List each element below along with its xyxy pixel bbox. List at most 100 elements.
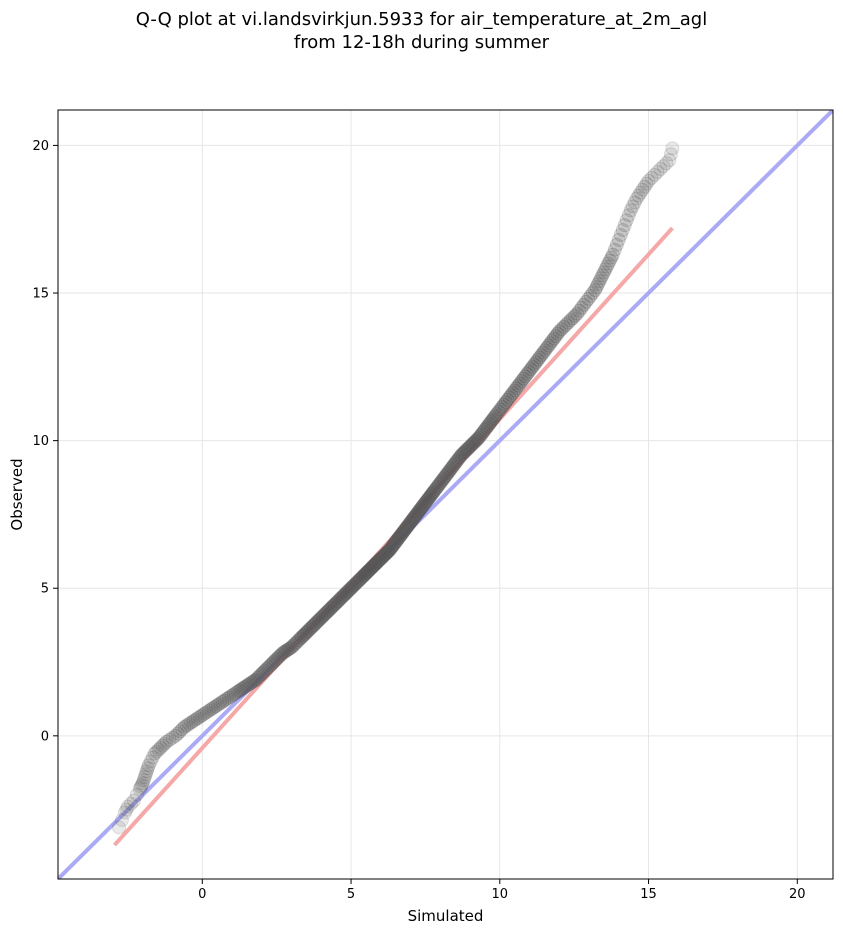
qq-point xyxy=(257,663,272,678)
qq-point xyxy=(114,812,129,827)
qq-point xyxy=(607,242,622,257)
qq-point xyxy=(625,199,640,214)
qq-point xyxy=(604,250,619,265)
qq-point xyxy=(305,619,320,634)
qq-point xyxy=(133,779,148,794)
qq-point xyxy=(518,369,533,384)
qq-point xyxy=(381,544,396,559)
qq-point xyxy=(288,636,303,651)
qq-point xyxy=(329,595,344,610)
qq-point xyxy=(389,534,404,549)
qq-point xyxy=(548,329,563,344)
qq-point xyxy=(650,164,665,179)
y-axis-label: Observed xyxy=(8,458,26,530)
regression-fit-line xyxy=(113,226,674,847)
qq-point xyxy=(181,717,196,732)
qq-point xyxy=(529,355,544,370)
qq-point xyxy=(415,498,430,513)
qq-point xyxy=(653,162,668,177)
qq-point xyxy=(296,628,311,643)
qq-point xyxy=(413,502,428,517)
qq-point xyxy=(385,539,400,554)
qq-point xyxy=(123,796,138,811)
qq-point xyxy=(406,510,421,525)
qq-point xyxy=(294,629,309,644)
qq-point xyxy=(534,348,549,363)
qq-point xyxy=(197,706,212,721)
qq-point xyxy=(315,609,330,624)
qq-point xyxy=(338,587,353,602)
qq-point xyxy=(157,736,172,751)
qq-point xyxy=(239,678,254,693)
qq-point xyxy=(332,593,347,608)
qq-point xyxy=(344,581,359,596)
qq-point xyxy=(495,399,510,414)
qq-point xyxy=(532,350,547,365)
qq-point xyxy=(172,724,187,739)
qq-point xyxy=(454,448,469,463)
qq-point xyxy=(420,492,435,507)
qq-point xyxy=(206,700,221,715)
y-tick-label: 20 xyxy=(32,139,49,154)
qq-point xyxy=(428,481,443,496)
qq-point xyxy=(641,173,656,188)
qq-point xyxy=(132,781,147,796)
qq-point xyxy=(247,673,262,688)
qq-point xyxy=(398,522,413,537)
qq-point xyxy=(409,507,424,522)
qq-point xyxy=(593,271,608,286)
qq-point xyxy=(442,464,457,479)
x-tick-label: 0 xyxy=(198,887,206,902)
qq-point xyxy=(418,495,433,510)
y-tick-label: 5 xyxy=(41,582,49,597)
qq-point xyxy=(583,288,598,303)
qq-point xyxy=(362,563,377,578)
qq-point xyxy=(567,308,582,323)
qq-point xyxy=(513,376,528,391)
chart-title: Q-Q plot at vi.landsvirkjun.5933 for air… xyxy=(136,9,707,30)
qq-point xyxy=(426,485,441,500)
qq-point xyxy=(430,479,445,494)
qq-point xyxy=(126,793,141,808)
qq-point xyxy=(514,373,529,388)
qq-point xyxy=(609,237,624,252)
qq-point xyxy=(378,546,393,561)
qq-point xyxy=(162,732,177,747)
qq-point xyxy=(633,185,648,200)
qq-point xyxy=(663,147,678,162)
qq-point xyxy=(405,512,420,527)
qq-point xyxy=(170,726,185,741)
qq-point xyxy=(215,694,230,709)
qq-point xyxy=(228,686,243,701)
qq-point xyxy=(639,176,654,191)
qq-point xyxy=(396,524,411,539)
qq-point xyxy=(137,770,152,785)
qq-point xyxy=(474,426,489,441)
qq-point xyxy=(437,470,452,485)
qq-point xyxy=(621,208,636,223)
qq-point xyxy=(414,500,429,515)
qq-point xyxy=(250,670,265,685)
qq-point xyxy=(363,561,378,576)
x-tick-label: 15 xyxy=(640,887,657,902)
qq-point xyxy=(270,651,285,666)
qq-point xyxy=(259,662,274,677)
qq-point xyxy=(545,333,560,348)
qq-point xyxy=(489,407,504,422)
x-axis-ticks: 0 5 10 15 20 xyxy=(198,879,806,902)
qq-point xyxy=(354,570,369,585)
qq-point xyxy=(482,416,497,431)
qq-point xyxy=(493,402,508,417)
qq-point xyxy=(457,445,472,460)
qq-point xyxy=(525,359,540,374)
qq-point xyxy=(119,802,134,817)
qq-point xyxy=(252,669,267,684)
qq-point xyxy=(445,460,460,475)
qq-point xyxy=(327,597,342,612)
qq-point xyxy=(408,509,423,524)
qq-point xyxy=(581,291,596,306)
qq-point xyxy=(403,515,418,530)
qq-point xyxy=(521,364,536,379)
qq-point xyxy=(293,631,308,646)
